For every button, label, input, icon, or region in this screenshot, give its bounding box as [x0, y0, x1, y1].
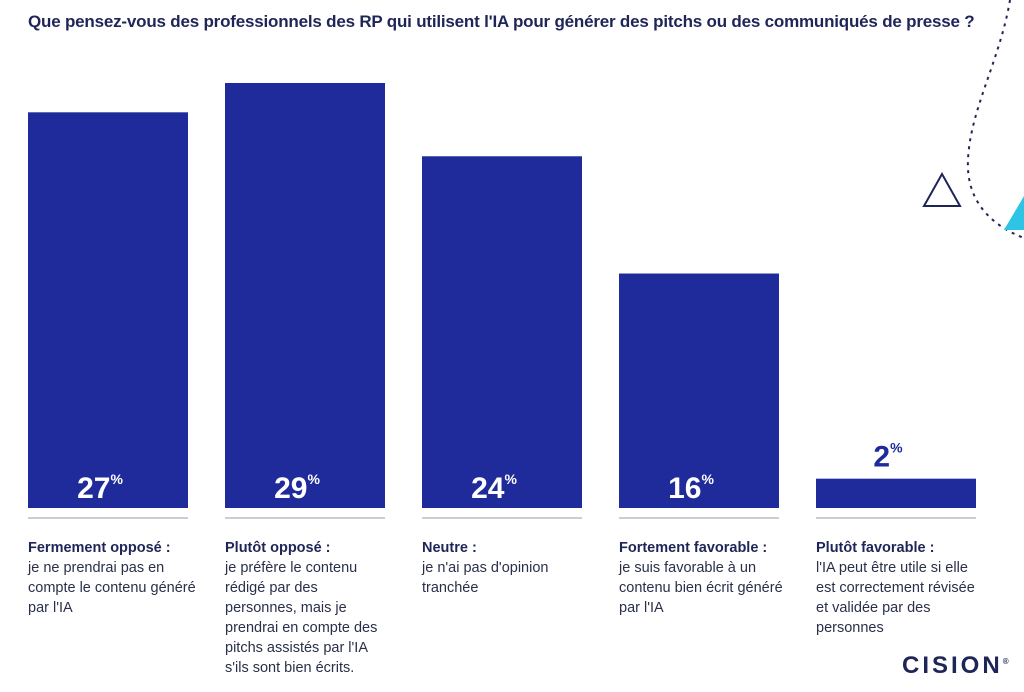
- category-label-4: Fortement favorable : je suis favorable à…: [619, 538, 787, 618]
- category-name: Plutôt favorable :: [816, 540, 935, 556]
- category-name: Fortement favorable :: [619, 540, 768, 556]
- bar-3: [422, 156, 582, 508]
- category-label-5: Plutôt favorable : l'IA peut être utile s…: [816, 538, 984, 638]
- decorative-triangle-outline: [922, 171, 962, 207]
- value-label-3: 24%: [471, 471, 517, 505]
- value-label-1: 27%: [77, 471, 123, 505]
- bar-2: [225, 83, 385, 508]
- category-description: je n'ai pas d'opinion tranchée: [422, 560, 549, 596]
- category-description: l'IA peut être utile si elle est correct…: [816, 560, 975, 636]
- category-description: je suis favorable à un contenu bien écri…: [619, 560, 783, 616]
- bar-1: [28, 112, 188, 508]
- category-name: Neutre :: [422, 540, 477, 556]
- chart-title: Que pensez-vous des professionnels des R…: [28, 12, 975, 31]
- category-description: je ne prendrai pas en compte le contenu …: [28, 560, 196, 616]
- bar-5: [816, 478, 976, 508]
- category-description: je préfère le contenu rédigé par des per…: [225, 560, 378, 676]
- decorative-dotted-arc: [966, 0, 1024, 239]
- cision-logo: CISION®: [902, 652, 1009, 679]
- value-label-4: 16%: [668, 471, 714, 505]
- value-label-5: 2%: [873, 440, 903, 474]
- bar-4: [619, 273, 779, 508]
- category-name: Fermement opposé :: [28, 540, 171, 556]
- category-name: Plutôt opposé :: [225, 540, 331, 556]
- category-label-1: Fermement opposé : je ne prendrai pas en …: [28, 538, 196, 618]
- category-label-3: Neutre : je n'ai pas d'opinion tranchée: [422, 538, 590, 598]
- decorative-triangle-filled: [1004, 196, 1024, 230]
- category-label-2: Plutôt opposé : je préfère le contenu réd…: [225, 538, 393, 678]
- value-label-2: 29%: [274, 471, 320, 505]
